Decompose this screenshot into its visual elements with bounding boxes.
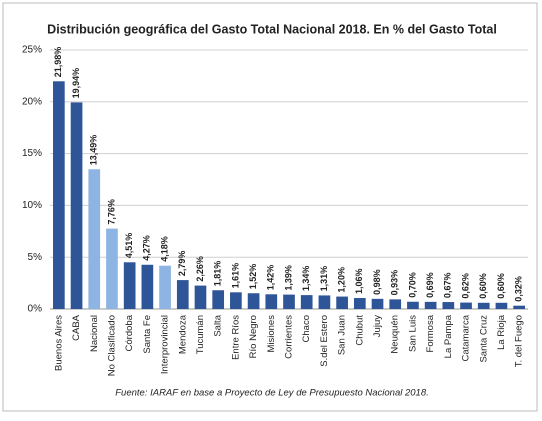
bar [283, 294, 295, 309]
bar [159, 265, 171, 309]
value-label: 1,42% [266, 265, 276, 291]
x-tick-label: Catamarca [461, 314, 472, 361]
x-tick-label: Buenos Aires [53, 315, 64, 371]
bar [123, 262, 136, 309]
bar [477, 302, 490, 309]
bar [300, 295, 313, 309]
value-label: 1,20% [336, 267, 346, 293]
value-label: 4,18% [159, 236, 169, 262]
x-tick-label: Chubut [354, 315, 365, 346]
x-tick-label: No Clasificado [106, 315, 117, 376]
bar [513, 305, 525, 309]
x-tick-label: Misiones [266, 315, 277, 353]
x-tick-label: Corrientes [284, 315, 295, 359]
y-tick-label: 15% [22, 148, 42, 159]
x-tick-label: Entre Ríos [230, 315, 241, 360]
y-tick-label: 0% [28, 304, 43, 315]
value-label: 0,70% [407, 272, 417, 298]
bar [88, 169, 101, 309]
value-label: 0,69% [425, 272, 435, 298]
chart-title: Distribución geográfica del Gasto Total … [47, 22, 497, 36]
value-label: 0,93% [390, 270, 400, 296]
bar [442, 302, 455, 309]
x-tick-label: Córdoba [124, 314, 135, 351]
bar [176, 280, 189, 309]
value-label: 1,52% [248, 264, 258, 290]
x-tick-label: Tucumán [195, 315, 206, 354]
x-tick-label: Neuquén [390, 315, 401, 354]
bar [318, 295, 331, 309]
value-label: 4,51% [124, 233, 134, 259]
x-tick-label: Santa Cruz [478, 315, 489, 363]
value-label: 0,32% [514, 276, 524, 302]
source: Fuente: IARAF en base a Proyecto de Ley … [115, 388, 429, 399]
bar [70, 102, 83, 309]
x-tick-label: Mendoza [177, 314, 188, 354]
value-label: 1,06% [354, 268, 364, 294]
x-tick-label: T. del Fuego [514, 315, 525, 367]
y-tick-label: 20% [22, 96, 42, 107]
x-tick-label: Salta [213, 314, 224, 336]
value-label: 0,62% [460, 273, 470, 299]
value-label: 0,67% [443, 273, 453, 299]
x-tick-label: S.del Estero [319, 315, 330, 367]
bar [53, 81, 65, 309]
x-tick-label: CABA [71, 314, 82, 341]
value-label: 2,26% [195, 256, 205, 282]
x-tick-label: Interprovincial [160, 315, 171, 374]
value-label: 1,61% [230, 263, 240, 289]
value-label: 19,94% [71, 68, 81, 99]
bar [407, 301, 419, 309]
bar [460, 302, 472, 309]
bar [336, 296, 348, 309]
value-label: 13,49% [89, 135, 99, 166]
value-label: 4,27% [142, 235, 152, 261]
bar [141, 264, 154, 309]
x-tick-label: San Juan [337, 315, 348, 355]
x-tick-label: Jujuy [372, 315, 383, 337]
value-label: 1,39% [283, 265, 293, 291]
bar [230, 292, 242, 309]
bar [495, 302, 508, 309]
value-label: 1,31% [319, 266, 329, 292]
y-tick-label: 25% [22, 45, 42, 56]
x-tick-label: La Rioja [496, 314, 507, 350]
value-label: 0,60% [496, 273, 506, 299]
value-label: 21,98% [53, 47, 63, 78]
value-label: 0,60% [478, 273, 488, 299]
y-tick-label: 5% [28, 252, 43, 263]
bar [106, 228, 118, 309]
value-label: 1,34% [301, 266, 311, 292]
value-label: 7,76% [106, 199, 116, 225]
bar [424, 301, 437, 309]
bar [194, 285, 207, 309]
x-tick-label: Formosa [425, 314, 436, 352]
bar [265, 294, 278, 309]
y-tick-label: 10% [22, 200, 42, 211]
x-tick-label: Nacional [89, 315, 100, 352]
value-label: 1,81% [213, 261, 223, 287]
bar [371, 298, 384, 309]
value-label: 0,98% [372, 269, 382, 295]
x-tick-label: San Luis [407, 315, 418, 352]
bar [389, 299, 402, 309]
x-tick-label: Chaco [301, 315, 312, 342]
x-tick-label: Santa Fe [142, 315, 153, 354]
bar [353, 298, 366, 309]
x-tick-label: Río Negro [248, 315, 259, 358]
x-tick-label: La Pampa [443, 314, 454, 358]
value-label: 2,79% [177, 251, 187, 277]
bar [247, 293, 260, 309]
bar [212, 290, 225, 309]
